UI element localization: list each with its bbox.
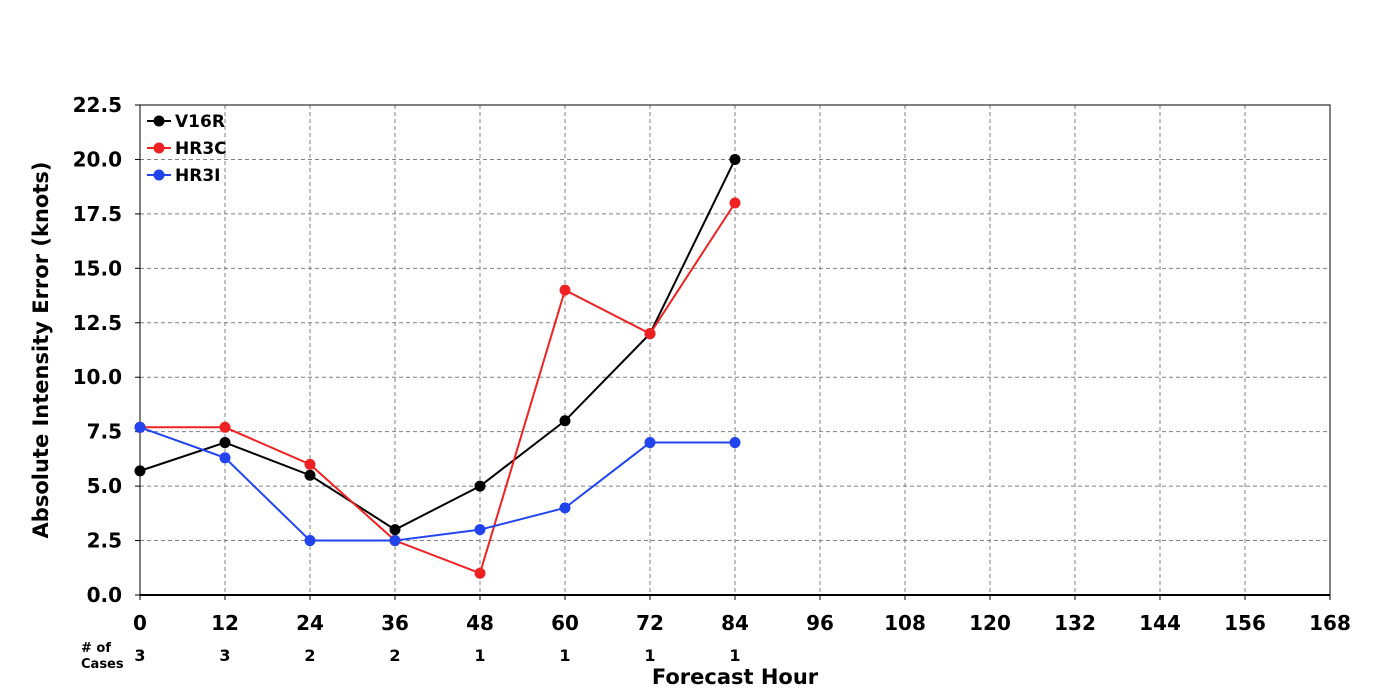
data-point-v16r	[474, 480, 486, 492]
x-axis-title: Forecast Hour	[652, 665, 819, 689]
y-tick-label: 12.5	[73, 311, 122, 335]
data-point-hr3c	[559, 284, 571, 296]
x-tick-label: 12	[211, 611, 239, 635]
legend-swatch-marker	[153, 169, 165, 181]
data-point-hr3c	[644, 328, 656, 340]
y-tick-label: 0.0	[87, 583, 122, 607]
data-point-hr3c	[729, 197, 741, 209]
x-tick-label: 48	[466, 611, 494, 635]
data-point-hr3i	[389, 535, 401, 547]
x-tick-label: 108	[884, 611, 926, 635]
series-hr3i	[134, 421, 741, 547]
series-hr3c	[134, 197, 741, 579]
data-point-hr3i	[474, 524, 486, 536]
case-count: 3	[134, 646, 145, 665]
data-point-hr3i	[219, 452, 231, 464]
data-point-hr3i	[729, 437, 741, 449]
x-tick-label: 144	[1139, 611, 1181, 635]
x-tick-label: 156	[1224, 611, 1266, 635]
data-point-hr3i	[304, 535, 316, 547]
series-line-hr3c	[140, 202, 736, 575]
x-tick-label: 96	[806, 611, 834, 635]
legend-label: V16R	[175, 112, 225, 132]
x-tick-label: 36	[381, 611, 409, 635]
y-tick-label: 5.0	[87, 474, 122, 498]
data-point-hr3c	[474, 567, 486, 579]
data-point-v16r	[304, 469, 316, 481]
x-tick-label: 120	[969, 611, 1011, 635]
data-point-v16r	[389, 524, 401, 536]
legend-item-hr3c: HR3C	[147, 139, 227, 159]
case-count: 3	[219, 646, 230, 665]
data-point-v16r	[219, 437, 231, 449]
y-tick-label: 20.0	[73, 147, 122, 171]
x-tick-label: 0	[133, 611, 147, 635]
data-point-hr3c	[304, 458, 316, 470]
legend: V16R HR3C HR3I	[147, 112, 227, 186]
legend-item-hr3i: HR3I	[147, 166, 220, 186]
y-tick-label: 15.0	[73, 256, 122, 280]
legend-item-v16r: V16R	[147, 112, 225, 132]
y-tick-label: 2.5	[87, 529, 122, 553]
x-tick-label: 72	[636, 611, 664, 635]
case-count: 2	[389, 646, 400, 665]
data-point-hr3i	[134, 421, 146, 433]
y-axis-ticks: 0.0 2.5 5.0 7.5 10.0 12.5 15.0 17.5 20.0 22.5	[73, 93, 140, 607]
case-count: 2	[304, 646, 315, 665]
x-axis-ticks: 0 12 24 36 48 60 72 84 96 108 120 132 144 156 168	[133, 595, 1351, 635]
data-point-v16r	[134, 465, 146, 477]
y-tick-label: 7.5	[87, 420, 122, 444]
y-tick-label: 17.5	[73, 202, 122, 226]
data-point-hr3c	[219, 421, 231, 433]
series-line-v16r	[139, 159, 736, 531]
data-point-v16r	[729, 153, 741, 165]
case-count: 1	[644, 646, 655, 665]
cases-row: 3 3 2 2 1 1 1 1	[134, 646, 740, 665]
case-count: 1	[729, 646, 740, 665]
x-tick-label: 60	[551, 611, 579, 635]
legend-label: HR3C	[175, 139, 227, 159]
x-tick-label: 84	[721, 611, 749, 635]
series-line-hr3i	[139, 426, 735, 542]
legend-label: HR3I	[175, 166, 220, 186]
x-tick-label: 168	[1309, 611, 1351, 635]
grid-lines	[140, 105, 1330, 595]
case-count: 1	[559, 646, 570, 665]
data-point-v16r	[559, 415, 571, 427]
cases-label-line2: Cases	[81, 657, 124, 672]
x-tick-label: 24	[296, 611, 324, 635]
data-point-hr3i	[559, 502, 571, 514]
y-axis-title: Absolute Intensity Error (knots)	[29, 162, 53, 539]
x-tick-label: 132	[1054, 611, 1096, 635]
legend-swatch-marker	[153, 115, 165, 127]
y-tick-label: 10.0	[73, 365, 122, 389]
y-tick-label: 22.5	[73, 93, 122, 117]
legend-swatch-marker	[153, 142, 165, 154]
data-point-hr3i	[644, 437, 656, 449]
cases-label-line1: # of	[81, 641, 111, 656]
series-v16r	[134, 153, 741, 536]
case-count: 1	[474, 646, 485, 665]
series-group	[134, 153, 741, 579]
